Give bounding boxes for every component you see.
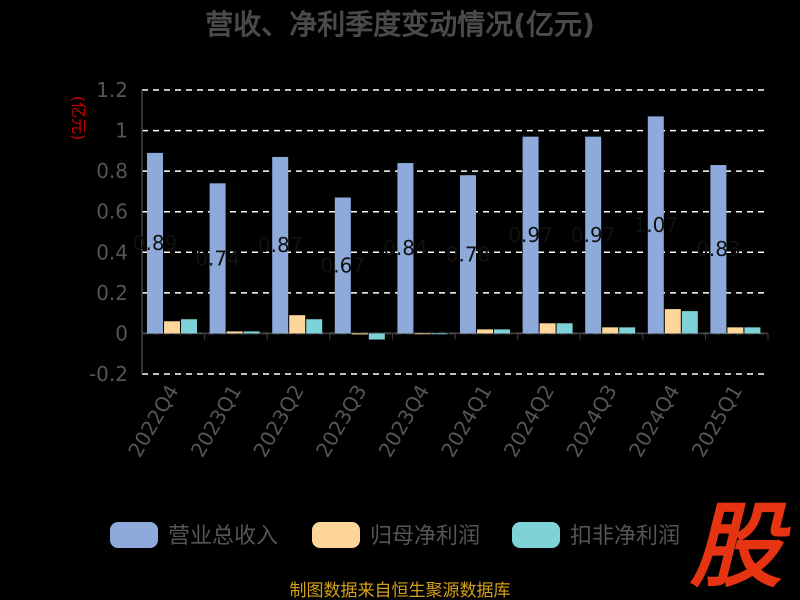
footer-source: 制图数据来自恒生聚源数据库 [290,581,511,600]
bar-3 [306,319,323,334]
bar-value-label: 1.07 [634,213,679,237]
legend-swatch [110,522,158,548]
bar-1 [147,152,163,334]
y-tick-label: 0.4 [96,240,128,264]
bar-value-label: 0.97 [508,223,553,247]
legend: 营业总收入 归母净利润 扣非净利润 [110,522,680,549]
bar-3 [368,333,385,340]
y-tick-label: 1 [115,119,128,143]
bar-value-label: 0.97 [571,223,616,247]
bar-1 [209,183,226,334]
bar-3 [744,327,761,334]
bar-1 [272,156,289,334]
x-tick-label: 2024Q3 [561,381,621,462]
chart-title: 营收、净利季度变动情况(亿元) [205,8,595,41]
y-tick-label: -0.2 [89,362,128,386]
x-tick-label: 2023Q1 [186,381,246,462]
bar-1 [647,116,664,334]
legend-label: 扣非净利润 [570,524,680,549]
bar-labels: 0.89 0.74 0.87 0.67 0.84 0.78 0.97 0.97 1.07 0.83 [133,213,741,278]
bar-3 [243,331,260,334]
x-tick-label: 2023Q3 [311,381,371,462]
x-tick-label: 2024Q4 [624,381,684,462]
bar-1 [585,136,602,334]
legend-swatch [312,522,360,548]
x-tick-label: 2024Q1 [436,381,496,462]
logo-glyph: 股 [689,493,791,600]
y-tick-label: 1.2 [96,78,128,102]
y-tick-label: 0 [115,321,128,345]
bar-2 [539,323,556,334]
bar-2 [164,321,180,334]
legend-label: 归母净利润 [370,524,480,549]
bar-3 [619,327,636,334]
x-tick-label: 2024Q2 [499,381,559,462]
bars [147,116,761,340]
y-tick-label: 0.6 [96,200,128,224]
bar-2 [664,309,681,334]
bar-value-label: 0.67 [321,253,366,277]
bar-3 [181,319,197,334]
bar-value-label: 0.78 [446,242,491,266]
bar-1 [460,175,476,334]
bar-3 [556,323,573,334]
bar-2 [226,331,243,334]
bar-3 [494,329,510,334]
bar-3 [681,311,698,334]
bar-2 [727,327,744,334]
x-tick-label: 2025Q1 [687,381,747,462]
bar-1 [397,163,414,334]
bar-value-label: 0.89 [133,231,178,255]
bar-1 [522,136,539,334]
y-axis-label: (亿元) [69,96,88,141]
bar-2 [477,329,493,334]
bar-2 [351,333,368,335]
x-tick-label: 2023Q4 [374,381,434,462]
bar-1 [710,165,727,334]
bar-value-label: 0.84 [383,236,428,260]
bar-2 [289,315,306,334]
x-tick-label: 2022Q4 [123,381,183,462]
bar-3 [431,333,448,335]
x-axis-ticks: 2022Q4 2023Q1 2023Q2 2023Q3 2023Q4 2024Q1 2024… [123,381,747,462]
legend-label: 营业总收入 [168,524,278,549]
y-tick-label: 0.8 [96,159,128,183]
bar-2 [414,333,431,335]
bar-1 [334,197,351,334]
y-tick-label: 0.2 [96,281,128,305]
bar-value-label: 0.83 [696,237,741,261]
legend-swatch [512,522,560,548]
y-axis-ticks: -0.2 0 0.2 0.4 0.6 0.8 1 1.2 [89,78,128,386]
x-tick-label: 2023Q2 [248,381,308,462]
bar-2 [602,327,619,334]
bar-value-label: 0.87 [258,233,303,257]
bar-value-label: 0.74 [195,246,240,270]
